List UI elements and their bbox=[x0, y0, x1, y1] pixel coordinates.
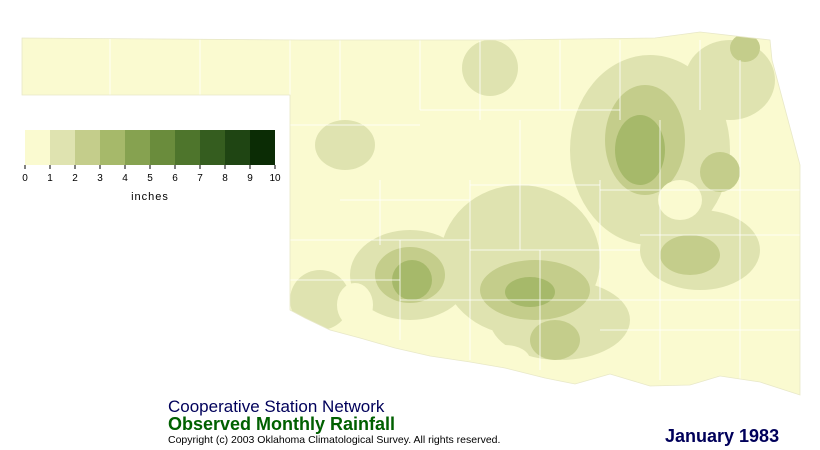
rain-area bbox=[700, 152, 740, 192]
rain-area bbox=[658, 180, 702, 220]
legend-swatch bbox=[200, 130, 225, 165]
rain-area bbox=[392, 260, 432, 300]
legend-tick-label: 8 bbox=[222, 173, 228, 184]
legend-tick-label: 10 bbox=[269, 173, 281, 184]
copyright: Copyright (c) 2003 Oklahoma Climatologic… bbox=[168, 434, 500, 446]
rain-area bbox=[530, 320, 580, 360]
legend-swatch bbox=[225, 130, 250, 165]
county-lines bbox=[109, 38, 800, 380]
rain-area bbox=[480, 345, 530, 375]
legend-tick-label: 4 bbox=[122, 173, 128, 184]
rain-area bbox=[685, 40, 775, 120]
rain-area bbox=[615, 115, 665, 185]
state-outline bbox=[21, 31, 801, 396]
rain-area bbox=[337, 283, 373, 327]
rain-area bbox=[315, 120, 375, 170]
rain-area bbox=[462, 40, 518, 96]
legend-tick-label: 0 bbox=[22, 173, 28, 184]
legend-swatch bbox=[100, 130, 125, 165]
legend-swatch bbox=[50, 130, 75, 165]
legend-swatch bbox=[175, 130, 200, 165]
legend-tick-label: 7 bbox=[197, 173, 203, 184]
legend-tick-label: 1 bbox=[47, 173, 53, 184]
legend-tick-label: 6 bbox=[172, 173, 178, 184]
rain-area bbox=[660, 235, 720, 275]
legend: inches 0 1 2 3 4 5 6 7 8 9 10 bbox=[22, 130, 281, 203]
product-title: Observed Monthly Rainfall bbox=[168, 414, 395, 434]
rain-area bbox=[290, 270, 350, 330]
legend-tick-label: 2 bbox=[72, 173, 78, 184]
rain-area bbox=[730, 34, 760, 62]
legend-swatch bbox=[75, 130, 100, 165]
legend-swatch bbox=[125, 130, 150, 165]
legend-swatch bbox=[250, 130, 275, 165]
network-title: Cooperative Station Network bbox=[168, 397, 385, 416]
legend-swatch bbox=[150, 130, 175, 165]
legend-tick-label: 3 bbox=[97, 173, 103, 184]
rain-area bbox=[620, 251, 640, 269]
legend-tick-label: 5 bbox=[147, 173, 153, 184]
rain-area bbox=[505, 277, 555, 307]
legend-swatch bbox=[25, 130, 50, 165]
legend-unit: inches bbox=[131, 191, 169, 203]
date-label: January 1983 bbox=[665, 426, 779, 446]
legend-tick-label: 9 bbox=[247, 173, 253, 184]
